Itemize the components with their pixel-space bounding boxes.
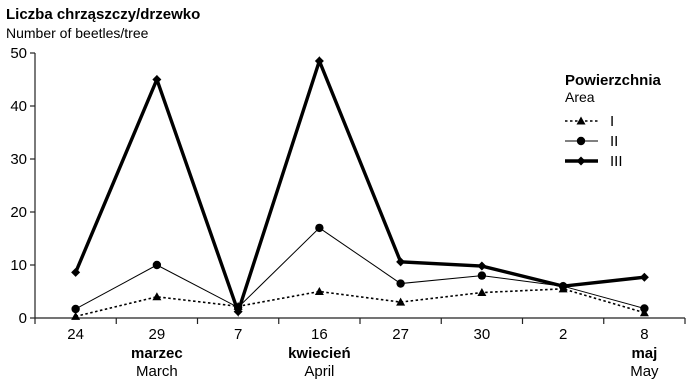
data-point-II: [396, 279, 405, 288]
data-point-III: [152, 75, 162, 84]
x-tick-label: 16: [311, 326, 328, 343]
data-point-I: [152, 292, 162, 301]
y-tick-label: 10: [10, 257, 27, 274]
legend-label-III: III: [610, 153, 623, 170]
chart-title: Liczba chrząszczy/drzewko: [6, 6, 200, 23]
legend-title: Powierzchnia: [565, 72, 662, 89]
x-tick-label: 30: [474, 326, 491, 343]
y-tick-label: 50: [10, 45, 27, 62]
series-line-I: [75, 288, 645, 318]
series-line-II: [75, 227, 645, 310]
x-tick-label: 24: [67, 326, 84, 343]
x-tick-label: 7: [234, 326, 242, 343]
x-axis-ticks: 24 29 7 16 27 30 2 8: [34, 318, 686, 343]
x-tick-label: 8: [640, 326, 648, 343]
legend-label-II: II: [610, 133, 618, 150]
month-label-en: March: [136, 363, 178, 380]
data-point-II: [71, 304, 80, 314]
data-point-I: [71, 311, 81, 320]
data-point-II: [477, 271, 487, 280]
month-label-pl: maj: [631, 345, 657, 362]
legend-marker-I: [576, 116, 586, 125]
legend-marker-II: [576, 136, 586, 146]
data-point-II: [152, 260, 162, 270]
data-point-III: [233, 307, 243, 317]
data-point-I: [314, 287, 324, 295]
data-point-III: [396, 257, 406, 267]
data-point-III: [314, 56, 324, 66]
y-tick-label: 0: [19, 310, 27, 327]
data-point-I: [396, 297, 406, 306]
data-point-II: [640, 304, 649, 313]
x-tick-label: 29: [149, 326, 166, 343]
data-point-III: [477, 261, 487, 271]
x-tick-label: 2: [559, 326, 567, 343]
chart-subtitle: Number of beetles/tree: [6, 25, 149, 41]
data-point-I: [477, 288, 487, 297]
y-tick-label: 30: [10, 151, 27, 168]
series-lines: [74, 55, 645, 318]
series-markers: [71, 56, 649, 320]
data-point-II: [315, 223, 324, 233]
y-tick-label: 20: [10, 204, 27, 221]
data-point-III: [639, 272, 649, 282]
month-label-pl: kwiecień: [288, 345, 351, 362]
y-tick-label: 40: [10, 98, 27, 115]
data-point-III: [558, 281, 568, 291]
legend-label-I: I: [610, 113, 614, 130]
month-label-en: April: [304, 363, 334, 380]
series-line-III: [74, 55, 645, 317]
x-tick-label: 27: [392, 326, 409, 343]
legend-subtitle: Area: [565, 89, 595, 105]
month-label-en: May: [630, 363, 659, 380]
month-label-pl: marzec: [131, 345, 183, 362]
legend-marker-III: [576, 156, 586, 166]
y-axis-ticks: 0 10 20 30 40 50: [10, 45, 35, 327]
data-point-III: [71, 267, 81, 277]
